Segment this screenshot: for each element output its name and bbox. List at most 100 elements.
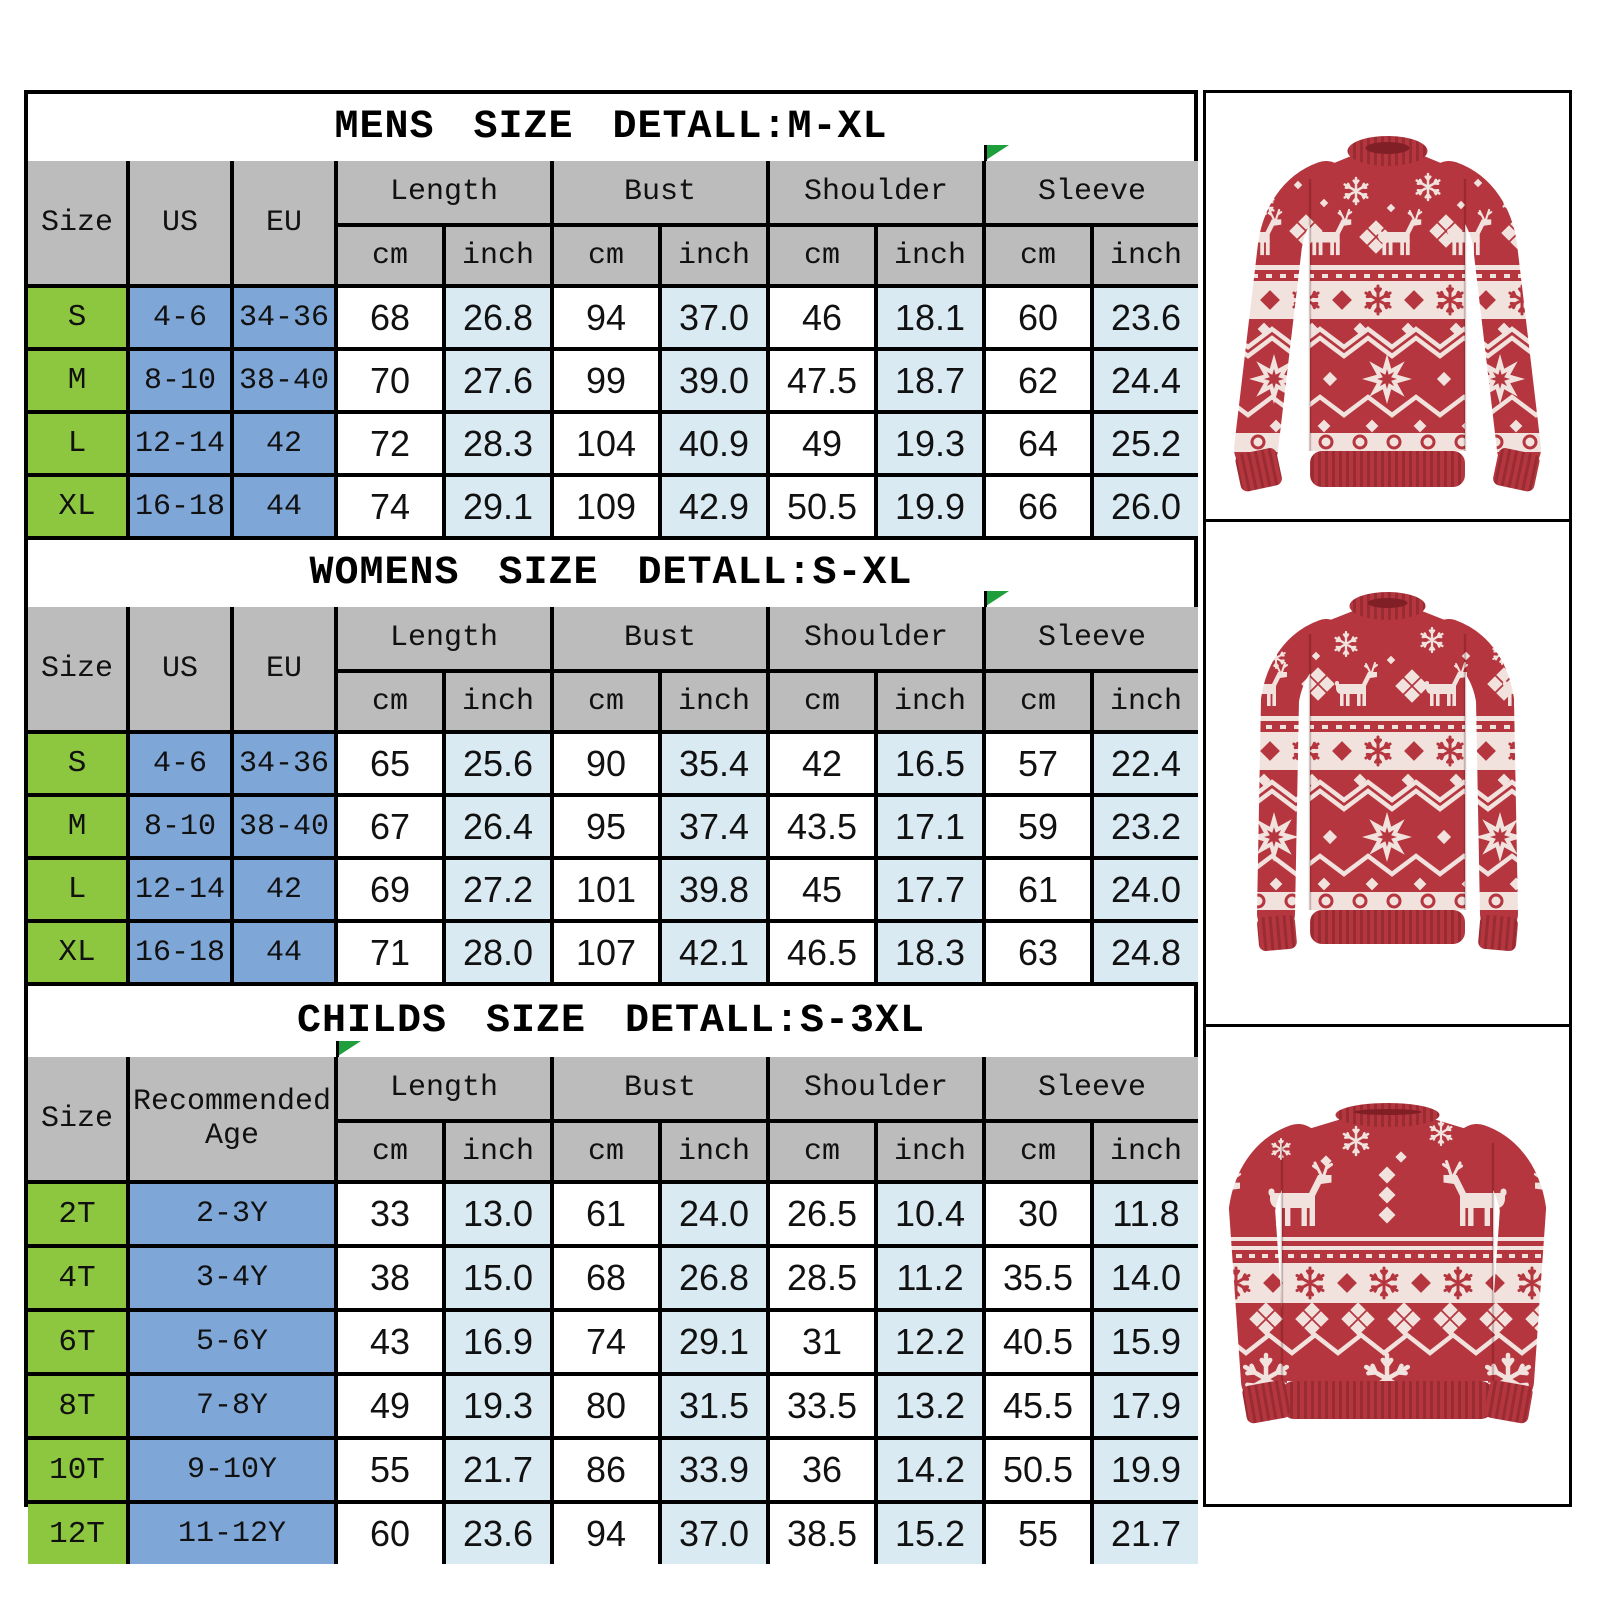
column-group-shoulder: Shoulder xyxy=(766,161,987,227)
cell: 17.1 xyxy=(875,793,987,860)
cell: 104 xyxy=(550,410,662,477)
cell: 40.9 xyxy=(658,410,771,477)
childs-row-12t: 12T 11-12Y 60 23.6 94 37.0 38.5 15.2 55 21.7 xyxy=(28,1500,1199,1564)
childs-sweater-illustration xyxy=(1206,1027,1569,1504)
cell: 26.4 xyxy=(443,793,554,860)
cell: 16.9 xyxy=(443,1308,554,1376)
cell: 49 xyxy=(766,410,879,477)
cell: 47.5 xyxy=(766,347,879,414)
cell: 10T xyxy=(28,1436,130,1504)
cell: 24.4 xyxy=(1091,347,1199,414)
cell: 31.5 xyxy=(658,1372,771,1440)
cell: 4-6 xyxy=(126,730,234,797)
cell: 24.0 xyxy=(658,1180,771,1248)
unit-header-sleeve-cm: cm xyxy=(982,223,1095,288)
cell: 69 xyxy=(334,856,446,923)
cell: 37.4 xyxy=(658,793,771,860)
unit-header-length-inch: inch xyxy=(442,669,554,734)
cell: 42 xyxy=(230,856,338,923)
cell: 24.8 xyxy=(1091,919,1199,982)
cell: 94 xyxy=(550,284,662,351)
unit-header-bust-cm: cm xyxy=(550,1119,662,1184)
unit-header-length-cm: cm xyxy=(336,669,446,734)
cell: 86 xyxy=(550,1436,662,1504)
unit-header-shoulder-cm: cm xyxy=(766,1119,879,1184)
cell: 64 xyxy=(982,410,1095,477)
unit-header-shoulder-inch: inch xyxy=(874,1119,987,1184)
cell: 26.8 xyxy=(443,284,554,351)
cell: 27.2 xyxy=(443,856,554,923)
unit-header-length-inch: inch xyxy=(442,223,554,288)
childs-row-8t: 8T 7-8Y 49 19.3 80 31.5 33.5 13.2 45.5 17.9 xyxy=(28,1372,1199,1440)
cell: 15.9 xyxy=(1091,1308,1199,1376)
cell: 6T xyxy=(28,1308,130,1376)
cell: 74 xyxy=(550,1308,662,1376)
cell: 19.3 xyxy=(875,410,987,477)
cell: 17.9 xyxy=(1091,1372,1199,1440)
cell: 26.8 xyxy=(658,1244,771,1312)
cell: 4T xyxy=(28,1244,130,1312)
cell: 70 xyxy=(334,347,446,414)
column-group-bust: Bust xyxy=(549,607,771,673)
unit-header-length-inch: inch xyxy=(442,1119,554,1184)
cell: 61 xyxy=(550,1180,662,1248)
cell: 33 xyxy=(334,1180,446,1248)
cell: 60 xyxy=(334,1500,446,1564)
cell: 22.4 xyxy=(1091,730,1199,797)
unit-header-shoulder-cm: cm xyxy=(766,669,879,734)
mens-row-m: M 8-10 38-40 70 27.6 99 39.0 47.5 18.7 62 24.4 xyxy=(28,347,1199,414)
cell: 44 xyxy=(230,919,338,982)
unit-header-length-cm: cm xyxy=(336,1119,446,1184)
womens-row-l: L 12-14 42 69 27.2 101 39.8 45 17.7 61 24.0 xyxy=(28,856,1199,923)
cell: 12.2 xyxy=(875,1308,987,1376)
childs-table-title: CHILDS SIZE DETALL:S-3XL xyxy=(296,999,926,1044)
cell: 60 xyxy=(982,284,1095,351)
unit-header-shoulder-cm: cm xyxy=(766,223,879,288)
cell: 55 xyxy=(334,1436,446,1504)
cell: 19.9 xyxy=(1091,1436,1199,1504)
cell: 61 xyxy=(982,856,1095,923)
cell: 49 xyxy=(334,1372,446,1440)
mens-sweater-photo xyxy=(1203,90,1572,522)
cell: 16-18 xyxy=(126,473,234,536)
unit-header-bust-inch: inch xyxy=(657,1119,771,1184)
cell: 42.9 xyxy=(658,473,771,536)
cell: 42 xyxy=(766,730,879,797)
unit-header-sleeve-inch: inch xyxy=(1090,223,1199,288)
cell: XL xyxy=(28,919,130,982)
cell: 37.0 xyxy=(658,1500,771,1564)
mens-size-table: Size US EU Length Bust Shoulder Sleeve cm inch cm… xyxy=(28,145,1199,536)
cell: 35.5 xyxy=(982,1244,1095,1312)
cell: 4-6 xyxy=(126,284,234,351)
unit-header-sleeve-cm: cm xyxy=(982,669,1095,734)
cell: 9-10Y xyxy=(126,1436,338,1504)
cell: 23.6 xyxy=(1091,284,1199,351)
cell: 39.0 xyxy=(658,347,771,414)
cell: 43.5 xyxy=(766,793,879,860)
cell: 72 xyxy=(334,410,446,477)
cell: S xyxy=(28,284,130,351)
cell: 2T xyxy=(28,1180,130,1248)
column-group-sleeve: Sleeve xyxy=(982,1057,1199,1123)
unit-header-sleeve-inch: inch xyxy=(1090,1119,1199,1184)
cell: 67 xyxy=(334,793,446,860)
womens-row-s: S 4-6 34-36 65 25.6 90 35.4 42 16.5 57 22.4 xyxy=(28,730,1199,797)
womens-size-table: Size US EU Length Bust Shoulder Sleeve cm inch cm… xyxy=(28,591,1199,982)
column-header-us: US xyxy=(126,607,234,734)
cell: 39.8 xyxy=(658,856,771,923)
cell: 2-3Y xyxy=(126,1180,338,1248)
mens-table-title: MENS SIZE DETALL:M-XL xyxy=(334,105,888,150)
cell: 28.3 xyxy=(443,410,554,477)
cell: 11.8 xyxy=(1091,1180,1199,1248)
cell: 12T xyxy=(28,1500,130,1564)
cell: 10.4 xyxy=(875,1180,987,1248)
cell: 11.2 xyxy=(875,1244,987,1312)
cell: 18.7 xyxy=(875,347,987,414)
cell: 40.5 xyxy=(982,1308,1095,1376)
unit-header-shoulder-inch: inch xyxy=(874,669,987,734)
cell: 45.5 xyxy=(982,1372,1095,1440)
womens-size-section: WOMENS SIZE DETALL:S-XL Size US EU Length Bu… xyxy=(28,536,1199,982)
column-header-size: Size xyxy=(28,607,130,734)
cell: 46 xyxy=(766,284,879,351)
cell: 15.0 xyxy=(443,1244,554,1312)
